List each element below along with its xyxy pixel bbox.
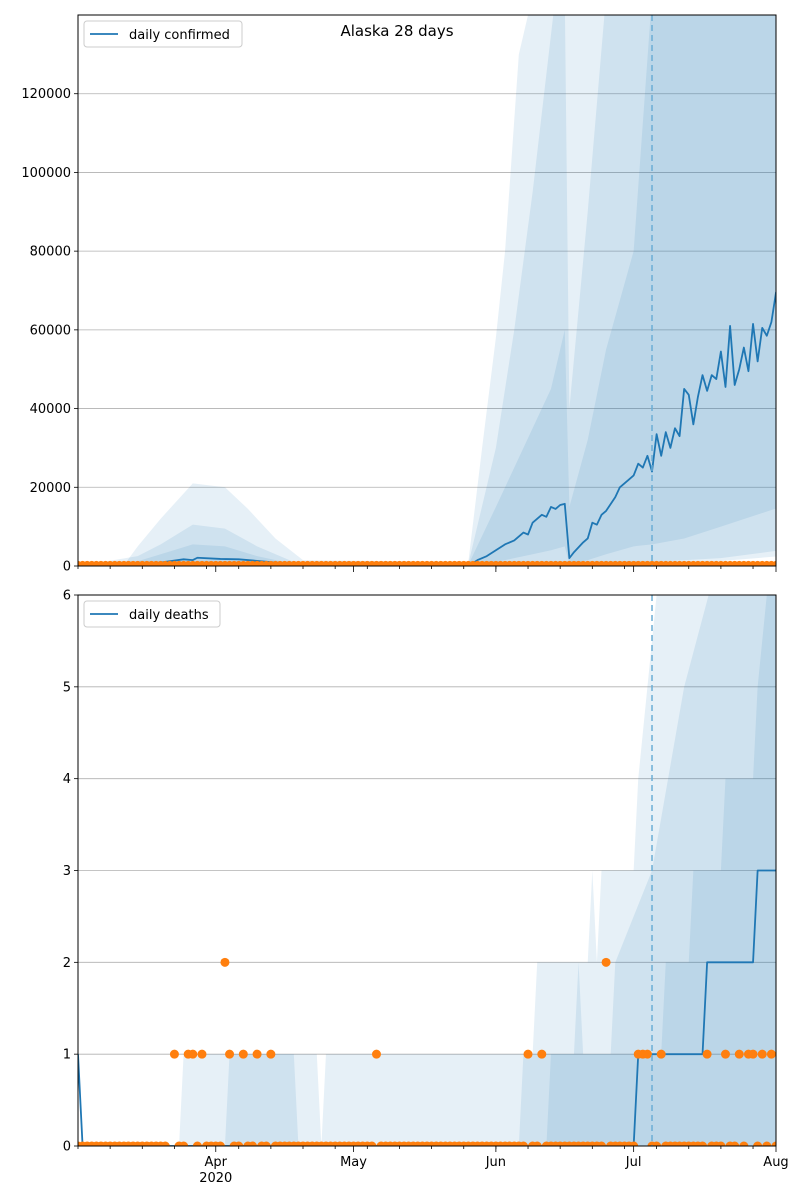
uncertainty-band-1 [78,595,776,1146]
observed-point [234,1141,244,1146]
y-tick-label: 20000 [30,481,71,496]
series-line [78,869,776,1146]
observed-point [160,1141,170,1146]
observed-point [266,1049,276,1059]
observed-point [730,1141,740,1146]
plot-area [78,595,776,1146]
y-tick-label: 60000 [30,323,71,338]
x-tick-label: Jun [485,1155,506,1170]
observed-point [248,1141,257,1146]
axes-frame [77,594,777,1147]
y-tick-label: 100000 [21,166,71,181]
legend-label: daily confirmed [129,28,230,43]
observed-point [523,1049,533,1059]
y-tick-label: 3 [63,864,71,879]
observed-point [629,1141,639,1146]
observed-point [532,1141,542,1146]
legend: daily deaths [83,600,221,628]
observed-point [225,1049,235,1059]
legend-box [83,20,243,48]
y-tick-label: 0 [63,1140,71,1155]
uncertainty-band-2 [78,15,776,566]
plot-area [78,15,776,566]
observed-point [656,1049,666,1059]
observed-point [771,1141,776,1146]
observed-point [702,1049,712,1059]
observed-point [748,1049,758,1059]
observed-point [716,1141,726,1146]
observed-point [739,1141,749,1146]
observed-point [734,1049,744,1059]
observed-point [192,1141,202,1146]
y-tick-label: 5 [63,680,71,695]
legend: daily confirmed [83,20,243,48]
chart-title: Alaska 28 days [340,22,453,40]
observed-point [197,1049,207,1059]
observed-point [601,957,611,967]
observed-point [753,1141,763,1146]
observed-point [261,1141,271,1146]
x-tick-sublabel: 2020 [199,1171,232,1186]
observed-point [215,1141,225,1146]
x-tick-label: May [340,1155,367,1170]
x-tick-label: Apr [205,1155,228,1170]
y-tick-label: 2 [63,956,71,971]
observed-point [698,1141,708,1146]
observed-point [179,1141,189,1146]
y-tick-label: 6 [63,589,71,604]
uncertainty-band-0 [78,15,776,566]
uncertainty-band-0 [78,595,776,1146]
y-tick-label: 4 [63,772,71,787]
observed-point [772,560,776,566]
observed-point [537,1049,547,1059]
legend-box [83,600,221,628]
observed-point [766,1049,776,1059]
observed-point [188,1049,198,1059]
y-tick-label: 0 [63,560,71,575]
observed-point [518,1141,528,1146]
observed-point [252,1049,262,1059]
observed-point [371,1049,381,1059]
y-tick-label: 1 [63,1048,71,1063]
y-tick-label: 80000 [30,245,71,260]
x-tick-label: Jul [625,1155,642,1170]
observed-point [720,1049,730,1059]
legend-label: daily deaths [129,608,209,623]
axes-frame [77,14,777,567]
x-tick-label: Aug [763,1155,788,1170]
observed-point [762,1141,772,1146]
observed-point [238,1049,248,1059]
observed-point [220,957,230,967]
uncertainty-band-1 [78,15,776,566]
confirmed-panel: 0 20000 40000 60000 80000 100000 120000 daily c… [21,14,777,575]
uncertainty-band-2 [78,595,776,1146]
observed-point [642,1049,652,1059]
y-tick-label: 120000 [21,87,71,102]
y-tick-label: 40000 [30,402,71,417]
observed-point [367,1141,377,1146]
observed-point [757,1049,767,1059]
observed-point [652,1141,662,1146]
observed-point [169,1049,179,1059]
observed-point [597,1141,606,1146]
